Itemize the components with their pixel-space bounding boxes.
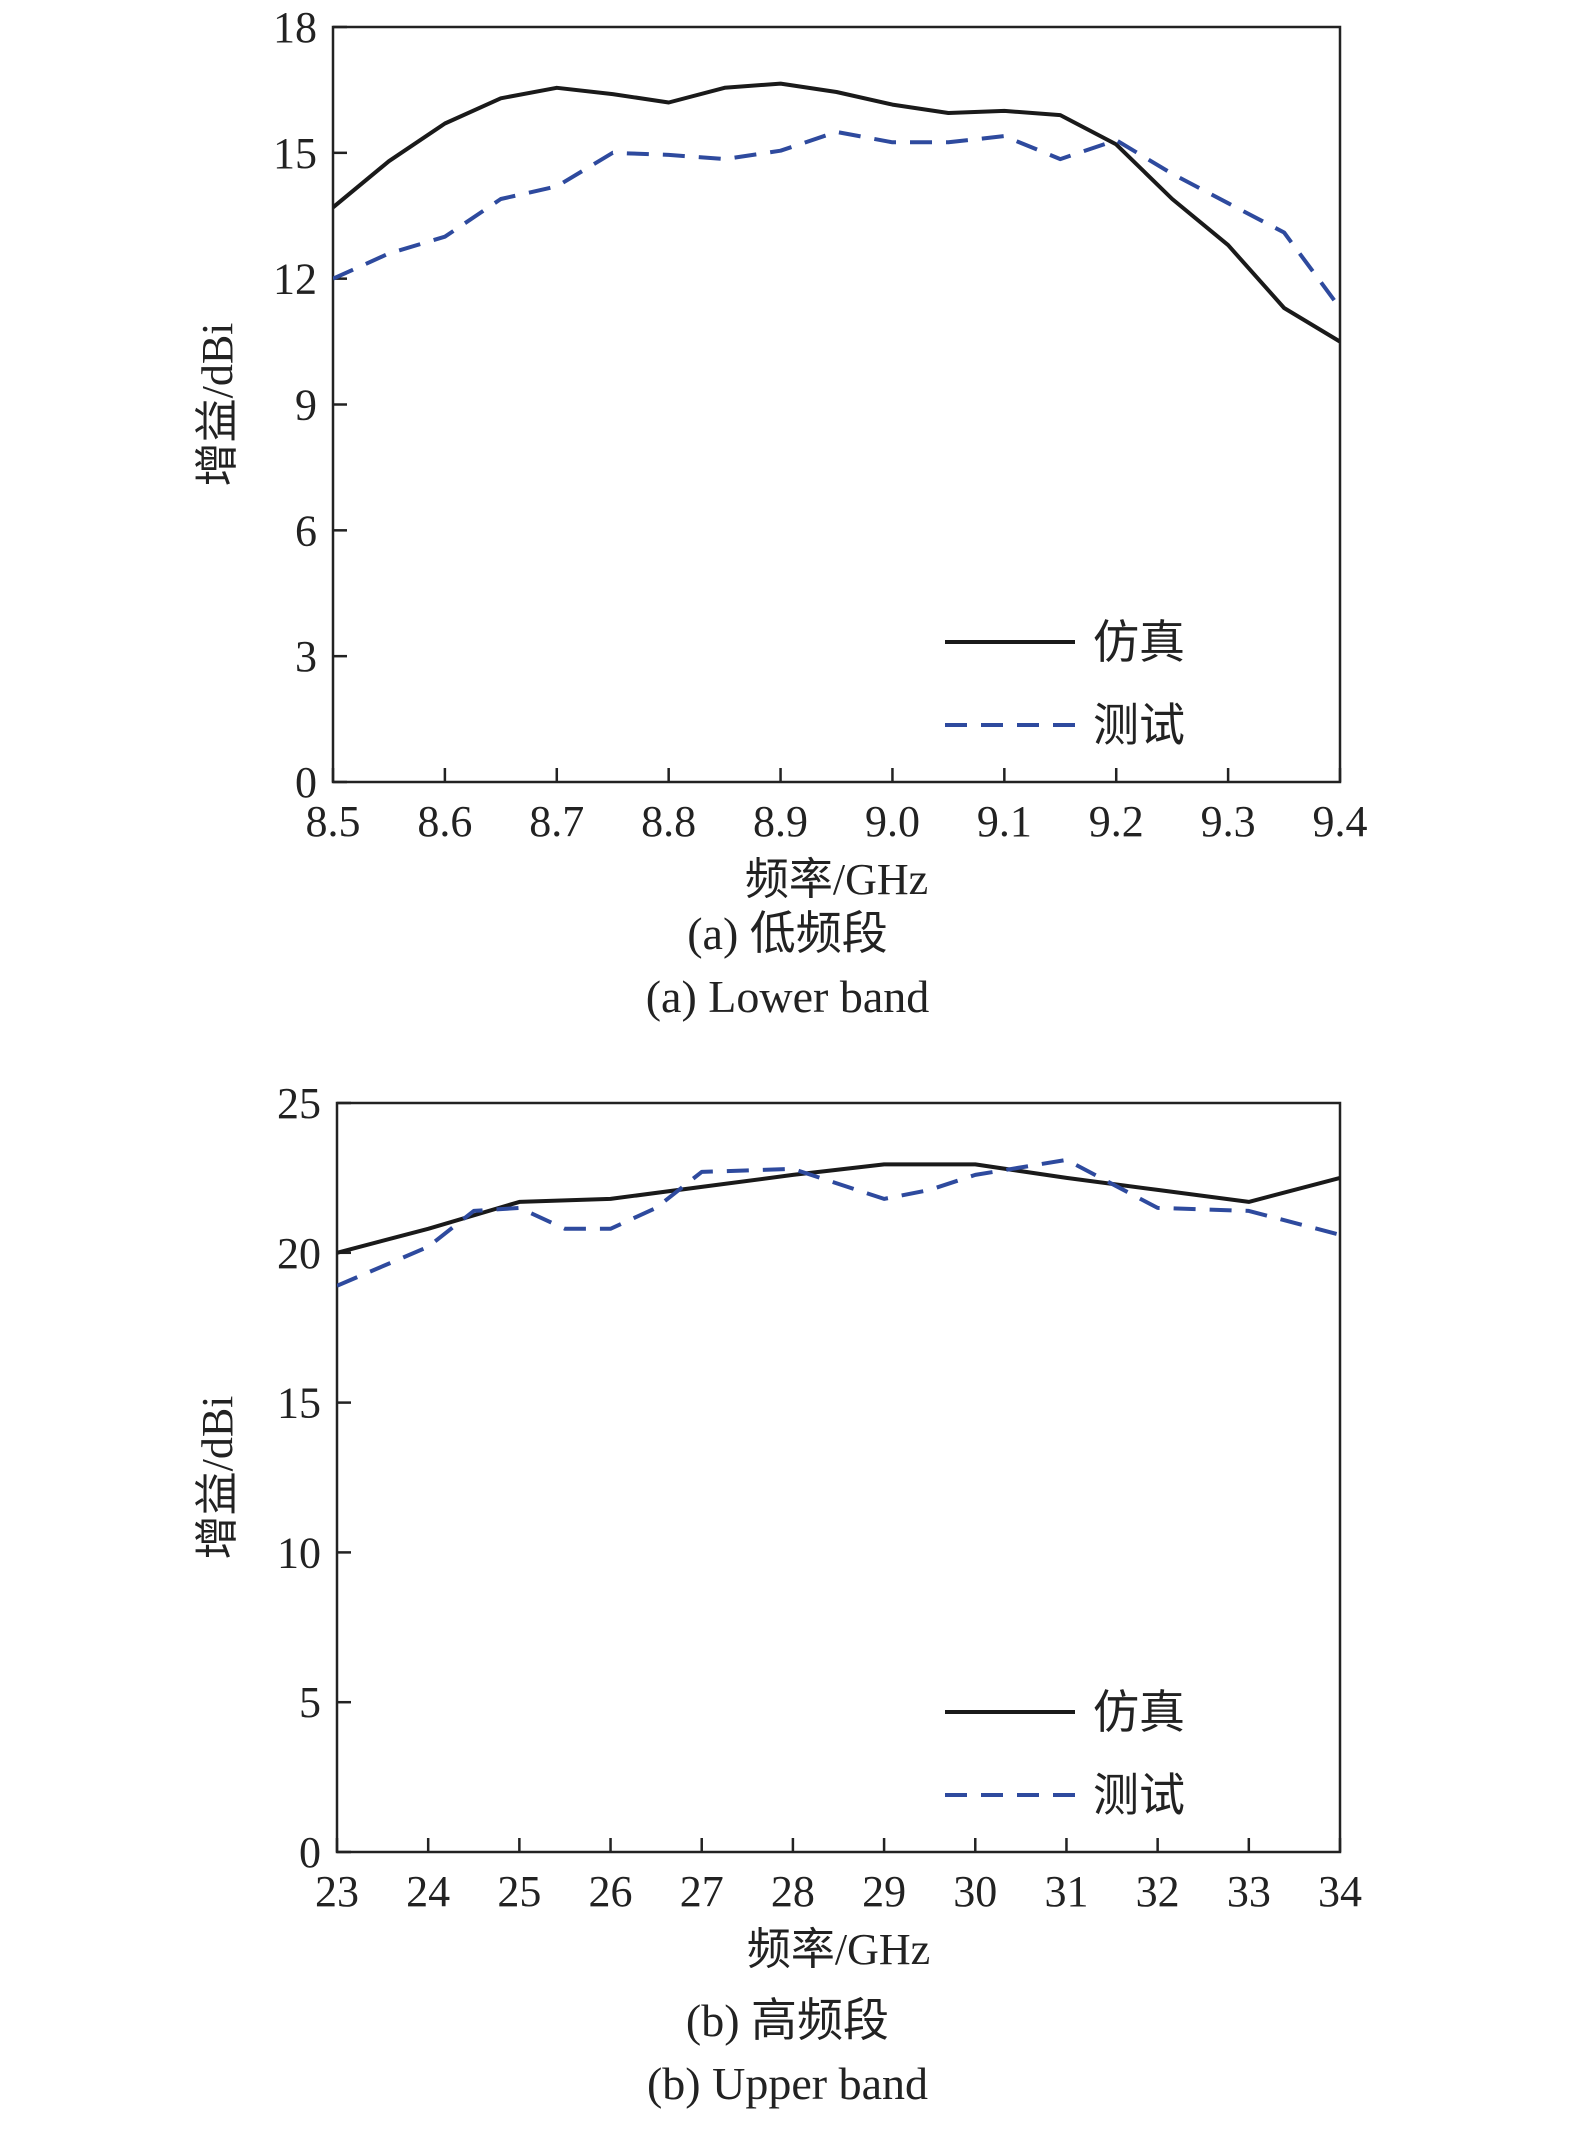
chart-b-y-tick-label: 25	[277, 1080, 321, 1128]
chart-b-x-tick-label: 26	[589, 1867, 633, 1916]
chart-b-x-tick-label: 27	[680, 1867, 724, 1916]
chart-b-x-tick-label: 28	[771, 1867, 815, 1916]
chart-a-legend-label-measured: 测试	[1093, 700, 1185, 751]
chart-b-legend-label-simulated: 仿真	[1093, 1687, 1185, 1738]
caption-b-cn: (b) 高频段	[685, 1995, 890, 2046]
chart-b-x-axis-label: 频率/GHz	[747, 1925, 930, 1974]
chart-a-legend-label-simulated: 仿真	[1093, 617, 1185, 668]
chart-b-x-tick-label: 23	[315, 1867, 359, 1916]
figure-a: 8.5 8.6 8.7 8.8 8.9 9.0 9.1 9.2 9.3 9.4 0 3 6 9 12 15 18…	[0, 0, 1575, 1040]
chart-b-series-simulated-line	[337, 1162, 1340, 1255]
chart-b-x-tick-label: 32	[1136, 1867, 1180, 1916]
chart-b-x-tick-label: 29	[862, 1867, 906, 1916]
chart-a-plot-frame	[331, 25, 1342, 784]
chart-b-legend-label-measured: 测试	[1093, 1770, 1185, 1821]
chart-upper-band: 23 24 25 26 27 28 29 30 31 32 33 34 0 5 10 15 20 25 频率/GHz…	[193, 1079, 1362, 1974]
chart-a-y-tick-label: 3	[295, 632, 317, 681]
chart-b-y-axis-label: 增益/dBi	[193, 1396, 242, 1560]
chart-a-x-tick-label: 8.7	[529, 797, 584, 846]
chart-b-x-tick-label: 33	[1227, 1867, 1271, 1916]
chart-b-x-tick-label: 30	[953, 1867, 997, 1916]
chart-a-x-tick-label: 9.4	[1313, 797, 1368, 846]
caption-b-en: (b) Upper band	[646, 2058, 928, 2109]
chart-b-y-tick-label: 5	[299, 1678, 321, 1727]
chart-b-x-tick-label: 24	[406, 1867, 450, 1916]
chart-a-x-tick-label: 9.3	[1201, 797, 1256, 846]
chart-a-y-tick-label: 15	[273, 129, 317, 178]
chart-a-y-tick-label: 9	[295, 381, 317, 430]
chart-a-y-axis-label: 增益/dBi	[193, 323, 242, 487]
chart-a-y-tick-label: 18	[273, 3, 317, 52]
chart-lower-band: 8.5 8.6 8.7 8.8 8.9 9.0 9.1 9.2 9.3 9.4 0 3 6 9 12 15 18…	[193, 3, 1368, 904]
chart-a-x-tick-label: 8.5	[306, 797, 361, 846]
chart-b-x-tick-label: 34	[1318, 1867, 1362, 1916]
chart-a-x-tick-label: 8.6	[417, 797, 472, 846]
caption-a-en: (a) Lower band	[645, 971, 930, 1022]
chart-a-x-tick-label: 8.8	[641, 797, 696, 846]
chart-a-x-tick-label: 9.2	[1089, 797, 1144, 846]
chart-b-x-tick-label: 31	[1044, 1867, 1088, 1916]
chart-a-series-simulated-line	[333, 81, 1340, 344]
chart-b-plot-frame	[335, 1101, 1342, 1854]
figure-b: 23 24 25 26 27 28 29 30 31 32 33 34 0 5 10 15 20 25 频率/GHz…	[0, 1079, 1575, 2140]
chart-b-y-tick-label: 15	[277, 1379, 321, 1428]
chart-a-y-tick-label: 0	[295, 758, 317, 807]
caption-a-cn: (a) 低频段	[687, 908, 888, 959]
chart-a-x-axis-label: 频率/GHz	[745, 855, 928, 904]
chart-b-y-tick-label: 0	[299, 1828, 321, 1877]
chart-a-y-tick-label: 12	[273, 255, 317, 304]
chart-b-series-measured-line	[337, 1157, 1340, 1288]
chart-a-x-tick-label: 9.1	[977, 797, 1032, 846]
chart-a-x-tick-label: 8.9	[753, 797, 808, 846]
chart-b-x-tick-label: 25	[497, 1867, 541, 1916]
chart-b-y-tick-label: 20	[277, 1229, 321, 1278]
chart-a-y-tick-label: 6	[295, 506, 317, 555]
chart-a-x-tick-label: 9.0	[865, 797, 920, 846]
chart-a-series-measured-line	[333, 129, 1340, 310]
chart-b-y-tick-label: 10	[277, 1528, 321, 1577]
